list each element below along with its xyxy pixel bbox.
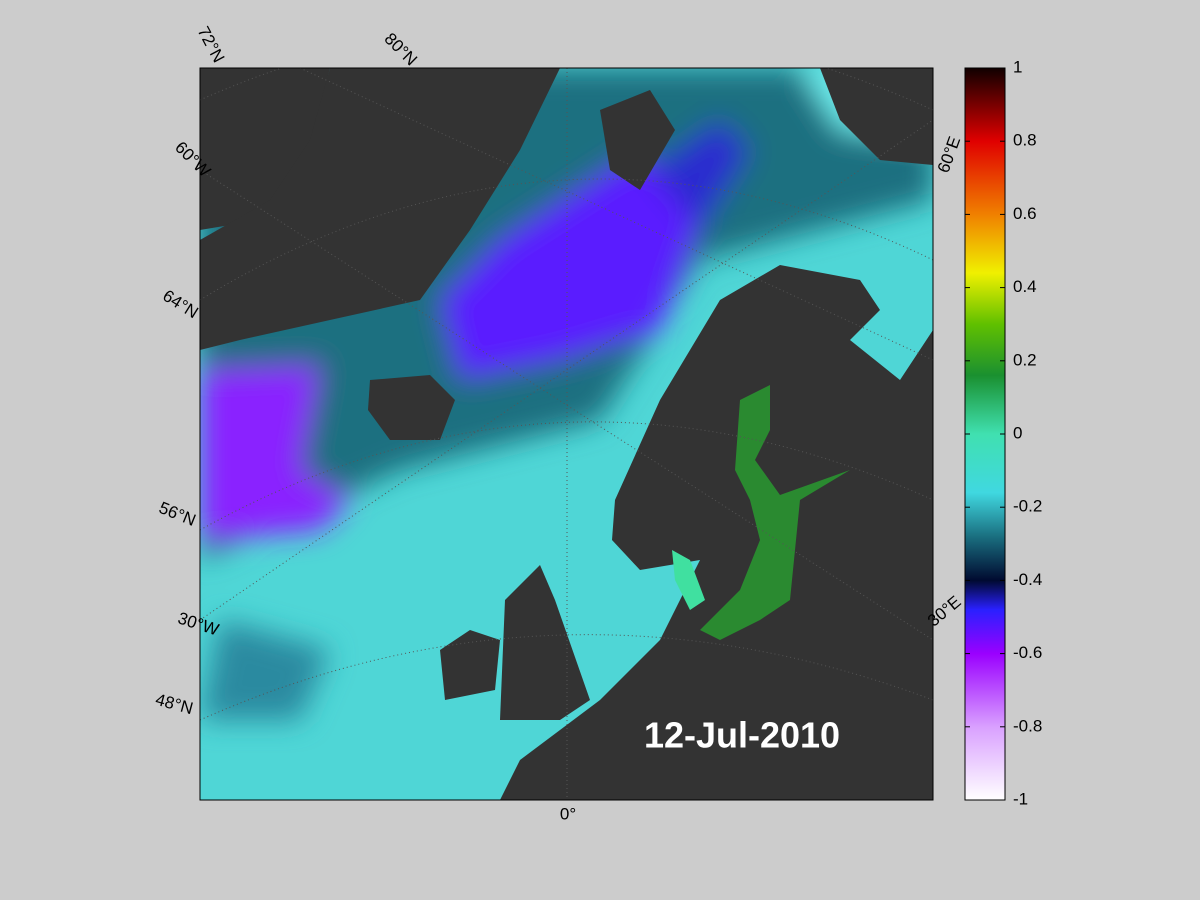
map <box>200 68 933 800</box>
graticule-label: 72°N <box>194 23 229 65</box>
colorbar-tick-label: 0.2 <box>1013 350 1037 369</box>
date-label: 12-Jul-2010 <box>644 715 840 756</box>
colorbar-tick-label: -0.6 <box>1013 643 1042 662</box>
colorbar <box>964 67 1006 801</box>
colorbar-tick-label: -0.4 <box>1013 570 1042 589</box>
graticule-label: 48°N <box>153 690 195 718</box>
colorbar-tick-label: -0.2 <box>1013 497 1042 516</box>
colorbar-tick-label: 0.4 <box>1013 277 1037 296</box>
graticule-label: 80°N <box>381 29 421 69</box>
colorbar-tick-label: -0.8 <box>1013 716 1042 735</box>
colorbar-tick-label: -1 <box>1013 789 1028 808</box>
map-frame <box>199 67 934 801</box>
graticule-label: 60°E <box>934 134 965 175</box>
graticule-label: 0° <box>560 804 576 823</box>
colorbar-tick-label: 0.6 <box>1013 204 1037 223</box>
graticule-label: 56°N <box>156 498 198 530</box>
colorbar-tick-label: 0 <box>1013 423 1022 442</box>
colorbar-tick-label: 1 <box>1013 57 1022 76</box>
colorbar-tick-label: 0.8 <box>1013 131 1037 150</box>
graticule-label: 64°N <box>159 286 201 322</box>
